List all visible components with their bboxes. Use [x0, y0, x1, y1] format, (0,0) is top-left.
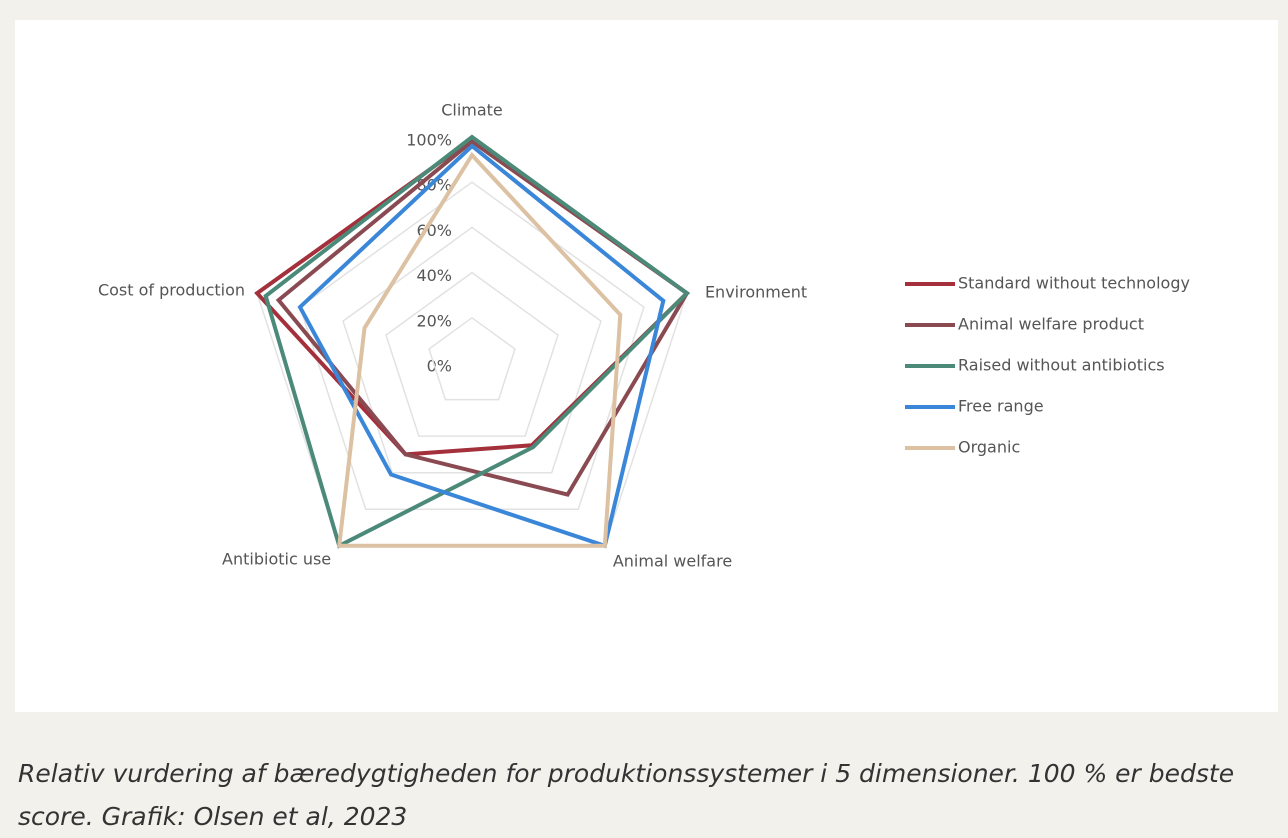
caption: Relativ vurdering af bæredygtigheden for…	[18, 759, 1235, 831]
r-tick-label: 40%	[416, 266, 452, 285]
chart: 0%20%40%60%80%100%ClimateEnvironmentAnim…	[98, 101, 1190, 571]
category-label: Cost of production	[98, 281, 245, 300]
r-tick-label: 100%	[406, 131, 452, 150]
r-tick-label: 0%	[427, 357, 452, 376]
legend-label: Raised without antibiotics	[958, 356, 1165, 375]
legend-label: Free range	[958, 397, 1044, 416]
legend-label: Organic	[958, 438, 1020, 457]
r-tick-label: 20%	[416, 311, 452, 330]
grid-ring	[385, 271, 559, 437]
series-line	[336, 151, 623, 548]
grid-ring	[428, 316, 516, 401]
category-label: Climate	[441, 101, 503, 120]
legend-label: Standard without technology	[958, 274, 1190, 293]
series-line	[263, 134, 690, 549]
category-label: Animal welfare	[613, 551, 732, 570]
series-line	[254, 136, 691, 457]
category-label: Antibiotic use	[222, 549, 331, 568]
legend-label: Animal welfare product	[958, 315, 1144, 334]
series-line	[275, 138, 690, 497]
r-tick-label: 60%	[416, 221, 452, 240]
category-label: Environment	[705, 283, 807, 302]
series-line	[297, 143, 666, 549]
grid-ring	[299, 181, 645, 511]
